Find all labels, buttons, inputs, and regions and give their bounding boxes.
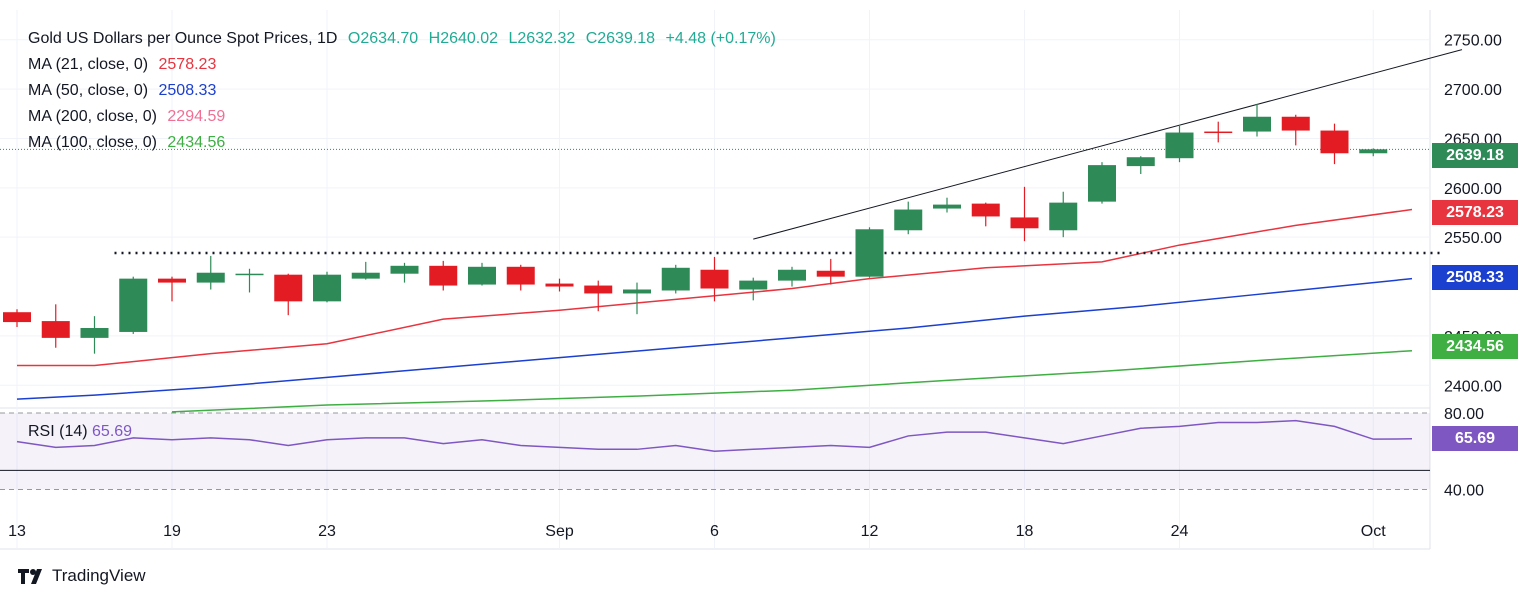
tradingview-brand[interactable]: TradingView <box>16 566 146 586</box>
ma100-value: 2434.56 <box>167 134 226 151</box>
price-tick-label: 2750.00 <box>1444 33 1502 50</box>
low-value: L2632.32 <box>508 30 576 47</box>
candle-body <box>855 229 884 277</box>
resistance-trendline <box>753 49 1463 240</box>
high-value: H2640.02 <box>428 30 499 47</box>
candle-body <box>1088 165 1116 202</box>
price-tick-label: 2600.00 <box>1444 181 1502 198</box>
price-tick-label: 2400.00 <box>1444 378 1502 395</box>
brand-name: TradingView <box>52 566 146 585</box>
time-tick-label: Sep <box>545 523 574 540</box>
rsi-label: RSI (14) <box>28 423 88 440</box>
candle-body <box>468 266 496 285</box>
candle-body <box>778 269 806 281</box>
legend-rsi[interactable]: RSI (14) 65.69 <box>28 423 132 441</box>
time-tick-label: 12 <box>861 523 879 540</box>
candle-body <box>390 265 419 274</box>
candle-body <box>1320 130 1349 154</box>
ma-line <box>171 349 1413 413</box>
rsi-line <box>16 419 1413 452</box>
candle-body <box>3 312 31 323</box>
candle-body <box>1204 131 1233 134</box>
ma100-price-tag: 2434.56 <box>1432 334 1518 359</box>
price-tick-label: 2550.00 <box>1444 230 1502 247</box>
candle-body <box>584 285 613 294</box>
ma21-price-tag: 2578.23 <box>1432 200 1518 225</box>
moving-average-lines <box>16 208 1413 413</box>
legend-ma21[interactable]: MA (21, close, 0) 2578.23 <box>28 55 222 75</box>
symbol-label: Gold US Dollars per Ounce Spot Prices, 1… <box>28 30 338 47</box>
ma21-value: 2578.23 <box>158 56 217 73</box>
candle-body <box>1165 132 1194 159</box>
candle-body <box>933 204 961 209</box>
candle-body <box>235 273 264 276</box>
candle-body <box>623 289 651 294</box>
ma50-price-tag: 2508.33 <box>1432 265 1518 290</box>
rsi-line-series <box>16 419 1413 452</box>
candle-body <box>1126 157 1155 167</box>
ma200-value: 2294.59 <box>167 108 226 125</box>
time-tick-label: 19 <box>163 523 181 540</box>
time-tick-label: Oct <box>1361 523 1386 540</box>
ma200-label: MA (200, close, 0) <box>28 108 157 125</box>
candle-body <box>158 278 186 283</box>
candle-body <box>1281 116 1310 131</box>
ma-line <box>17 208 1413 367</box>
time-tick-label: 13 <box>8 523 26 540</box>
ma50-value: 2508.33 <box>158 82 217 99</box>
rsi-price-tag: 65.69 <box>1432 426 1518 451</box>
candle-body <box>971 203 1000 217</box>
candle-body <box>119 278 148 332</box>
candle-body <box>80 328 109 338</box>
candle-body <box>313 274 341 302</box>
chart-legend-ohlc: Gold US Dollars per Ounce Spot Prices, 1… <box>28 29 782 49</box>
price-tick-label: 2700.00 <box>1444 82 1502 99</box>
rsi-value: 65.69 <box>92 423 133 440</box>
legend-ma100[interactable]: MA (100, close, 0) 2434.56 <box>28 133 231 153</box>
rsi-tick-label: 80.00 <box>1444 406 1484 423</box>
time-tick-label: 18 <box>1016 523 1034 540</box>
ma-line <box>16 277 1413 400</box>
candle-body <box>1010 217 1039 229</box>
time-tick-label: 23 <box>318 523 336 540</box>
candle-body <box>506 266 535 285</box>
last-price-tag: 2639.18 <box>1432 143 1518 168</box>
close-value: C2639.18 <box>585 30 656 47</box>
candle-body <box>545 283 574 287</box>
candle-body <box>739 280 768 290</box>
candle-body <box>894 209 923 231</box>
ma50-label: MA (50, close, 0) <box>28 82 149 99</box>
candlestick-series <box>3 103 1388 354</box>
ma100-label: MA (100, close, 0) <box>28 134 157 151</box>
candle-body <box>274 274 303 302</box>
candle-body <box>196 272 225 283</box>
time-tick-label: 24 <box>1171 523 1189 540</box>
candle-body <box>429 265 458 286</box>
candle-body <box>816 270 845 277</box>
candle-body <box>661 267 690 291</box>
tradingview-logo-icon <box>18 569 42 584</box>
time-tick-label: 6 <box>710 523 719 540</box>
rsi-tick-label: 40.00 <box>1444 482 1484 499</box>
candle-body <box>41 321 70 338</box>
candle-body <box>1243 116 1271 132</box>
candle-body <box>1359 149 1388 154</box>
candle-body <box>1049 202 1078 231</box>
legend-ma50[interactable]: MA (50, close, 0) 2508.33 <box>28 81 222 101</box>
ma21-label: MA (21, close, 0) <box>28 56 149 73</box>
legend-ma200[interactable]: MA (200, close, 0) 2294.59 <box>28 107 231 127</box>
candle-body <box>351 272 380 279</box>
time-axis-labels: 13 19 23 Sep 6 12 18 24 Oct <box>8 523 1386 540</box>
open-value: O2634.70 <box>347 30 419 47</box>
candle-body <box>700 269 729 289</box>
price-axis-labels: 2400.002450.002550.002600.002650.002700.… <box>1444 33 1502 500</box>
change-value: +4.48 (+0.17%) <box>665 30 776 47</box>
